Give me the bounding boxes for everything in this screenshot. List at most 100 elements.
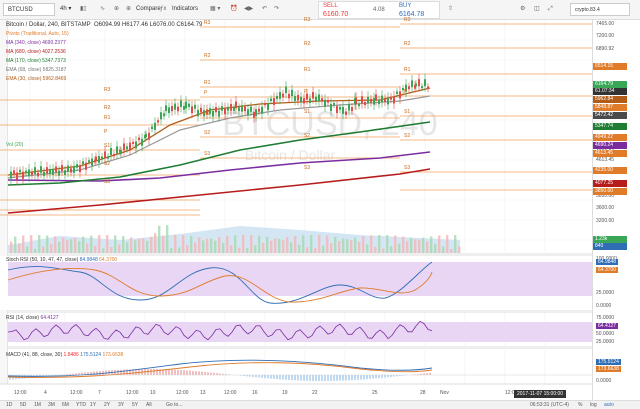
pivot-label: R2	[304, 41, 311, 47]
price-tag: 5347.74	[593, 123, 627, 130]
time-axis[interactable]	[0, 384, 592, 400]
range-5d[interactable]: 5D	[20, 402, 27, 408]
time-label: 12:00	[176, 390, 189, 396]
arrow-up-icon[interactable]: ⇧	[448, 6, 454, 12]
compare-button[interactable]: Compare	[136, 3, 161, 16]
ohlc-values: O6094.99 H6177.46 L6076.00 C6164.79	[93, 22, 203, 28]
camera-icon[interactable]: ◫	[534, 6, 540, 12]
range-5y[interactable]: 5Y	[132, 402, 139, 408]
legend-ema-30[interactable]: EMA (30, close) 5962.8469	[6, 76, 67, 82]
price-tag: 5472.42	[593, 112, 627, 119]
macd-legend[interactable]: MACD (41, 88, close, 30) 1.8486 175.5124…	[6, 352, 123, 358]
log-toggle[interactable]: log	[590, 402, 597, 408]
pivot-label: R3	[304, 17, 311, 23]
time-label: 12:00	[126, 390, 139, 396]
time-label: 25	[372, 390, 378, 396]
pivot-label: P	[204, 90, 208, 96]
pivot-label: P	[404, 89, 408, 95]
volume-bars	[8, 225, 461, 253]
time-label: 4	[44, 390, 47, 396]
pane-divider-3[interactable]	[8, 346, 592, 349]
watermark-name: Bitcoin / Dollar	[245, 147, 336, 163]
range-all[interactable]: All	[146, 402, 152, 408]
range-3m[interactable]: 3M	[48, 402, 55, 408]
price-tick: 3200.00	[596, 218, 615, 224]
chart-title-text: Bitcoin / Dollar, 240, BITSTAMP	[6, 22, 91, 28]
price-tag: 5848.87	[593, 104, 627, 111]
range-6m[interactable]: 6M	[62, 402, 69, 408]
percent-toggle[interactable]: %	[578, 402, 583, 408]
chart-type-icon[interactable]: ∿	[100, 6, 106, 12]
legend-ema-68[interactable]: EMA (68, close) 5825.3187	[6, 67, 67, 73]
top-toolbar: BTCUSD 4h ▾ ▮▯ ∿ ⊕ ⊕ Compare ƒx Indicato…	[0, 0, 640, 20]
interval-dropdown[interactable]: 4h ▾	[60, 6, 72, 12]
price-tag: 4613.45	[593, 150, 627, 157]
auto-toggle[interactable]: auto	[604, 402, 614, 408]
chart-title[interactable]: Bitcoin / Dollar, 240, BITSTAMP O6094.99…	[6, 22, 202, 28]
replay-icon[interactable]: ◀▶	[244, 6, 254, 12]
price-tick: 6890.92	[596, 46, 615, 52]
range-3y[interactable]: 3Y	[118, 402, 125, 408]
price-tag: 3850.00	[593, 188, 627, 195]
time-label: 22	[312, 390, 318, 396]
legend-pivots[interactable]: Pivots (Traditional, Auto, 15)	[6, 31, 69, 37]
price-tag: 61.07:34	[593, 88, 627, 95]
price-tick: 7465.00	[596, 21, 615, 27]
pivot-label: S1	[204, 111, 211, 117]
indicators-button[interactable]: Indicators	[172, 3, 198, 16]
sell-label: SELL	[323, 3, 338, 9]
stoch-lines	[7, 261, 433, 304]
alert-icon[interactable]: ⏰	[230, 6, 238, 12]
macd-signal-value: 173.6638	[102, 352, 124, 358]
user-menu[interactable]: crypto.83.4	[570, 3, 630, 16]
pivot-label: S2	[104, 161, 111, 167]
rsi-legend[interactable]: RSI (14, close) 64.4127	[6, 315, 59, 321]
pivot-label: S2	[204, 130, 211, 136]
undo-icon[interactable]: ↶	[262, 6, 268, 12]
redo-icon[interactable]: ↷	[274, 6, 280, 12]
indicator-tick: 25.0000	[596, 290, 615, 296]
legend-ma-680[interactable]: MA (680, close) 4027.2536	[6, 49, 66, 55]
indicator-tick: 75.0000	[596, 315, 615, 321]
goto-button[interactable]: Go to...	[166, 402, 182, 408]
pane-divider-1[interactable]	[8, 253, 592, 256]
time-label: 10	[150, 390, 156, 396]
pivot-label: S3	[104, 179, 111, 185]
range-ytd[interactable]: YTD	[76, 402, 86, 408]
range-1d[interactable]: 1D	[6, 402, 13, 408]
legend-ma-170[interactable]: MA (170, close) 5347.7373	[6, 58, 66, 64]
indicator-tick: 84.9848	[596, 259, 619, 265]
legend-ma-340[interactable]: MA (340, close) 4690.2377	[6, 40, 66, 46]
sell-price[interactable]: 6160.70	[323, 11, 349, 18]
compare-icon[interactable]: ⊕	[126, 6, 132, 12]
fullscreen-icon[interactable]: ⤢	[548, 6, 553, 12]
macd-label: MACD (41, 88, close, 30)	[6, 352, 63, 358]
candles	[10, 73, 429, 185]
price-tag: 4690.24	[593, 142, 627, 149]
time-label: 12:00	[14, 390, 27, 396]
clock[interactable]: 06:53:31 (UTC-4)	[530, 402, 569, 408]
time-label: 12:00	[70, 390, 83, 396]
indicator-tick: 0.0000	[596, 378, 612, 384]
pivot-label: S3	[204, 151, 211, 157]
interval-text: 4h	[60, 6, 67, 12]
bottom-toolbar: 1D 5D 1M 3M 6M YTD 1Y 2Y 3Y 5Y All Go to... 06:53:…	[0, 400, 640, 409]
gear-icon[interactable]: ⚙	[520, 6, 526, 12]
add-icon[interactable]: ⊕	[114, 6, 120, 12]
symbol-search-input[interactable]: BTCUSD	[3, 3, 55, 16]
pane-divider-2[interactable]	[8, 310, 592, 313]
range-2y[interactable]: 2Y	[104, 402, 111, 408]
bar-style-icon[interactable]: ▮▯	[80, 6, 87, 12]
legend-volume[interactable]: Vol (20)	[6, 142, 24, 148]
templates-icon[interactable]: ▦ ▾	[210, 6, 221, 12]
range-1y[interactable]: 1Y	[90, 402, 97, 408]
time-label: 19	[282, 390, 288, 396]
buy-price[interactable]: 6164.78	[399, 11, 425, 18]
range-1m[interactable]: 1M	[34, 402, 41, 408]
stoch-legend[interactable]: Stoch RSI (50, 10, 47, 47, close) 84.984…	[6, 257, 117, 263]
pivot-label: S3	[404, 165, 411, 171]
stoch-d-value: 64.3700	[99, 257, 118, 263]
indicators-icon[interactable]: ƒx	[160, 6, 167, 12]
indicator-tick: 0.0000	[596, 303, 612, 309]
